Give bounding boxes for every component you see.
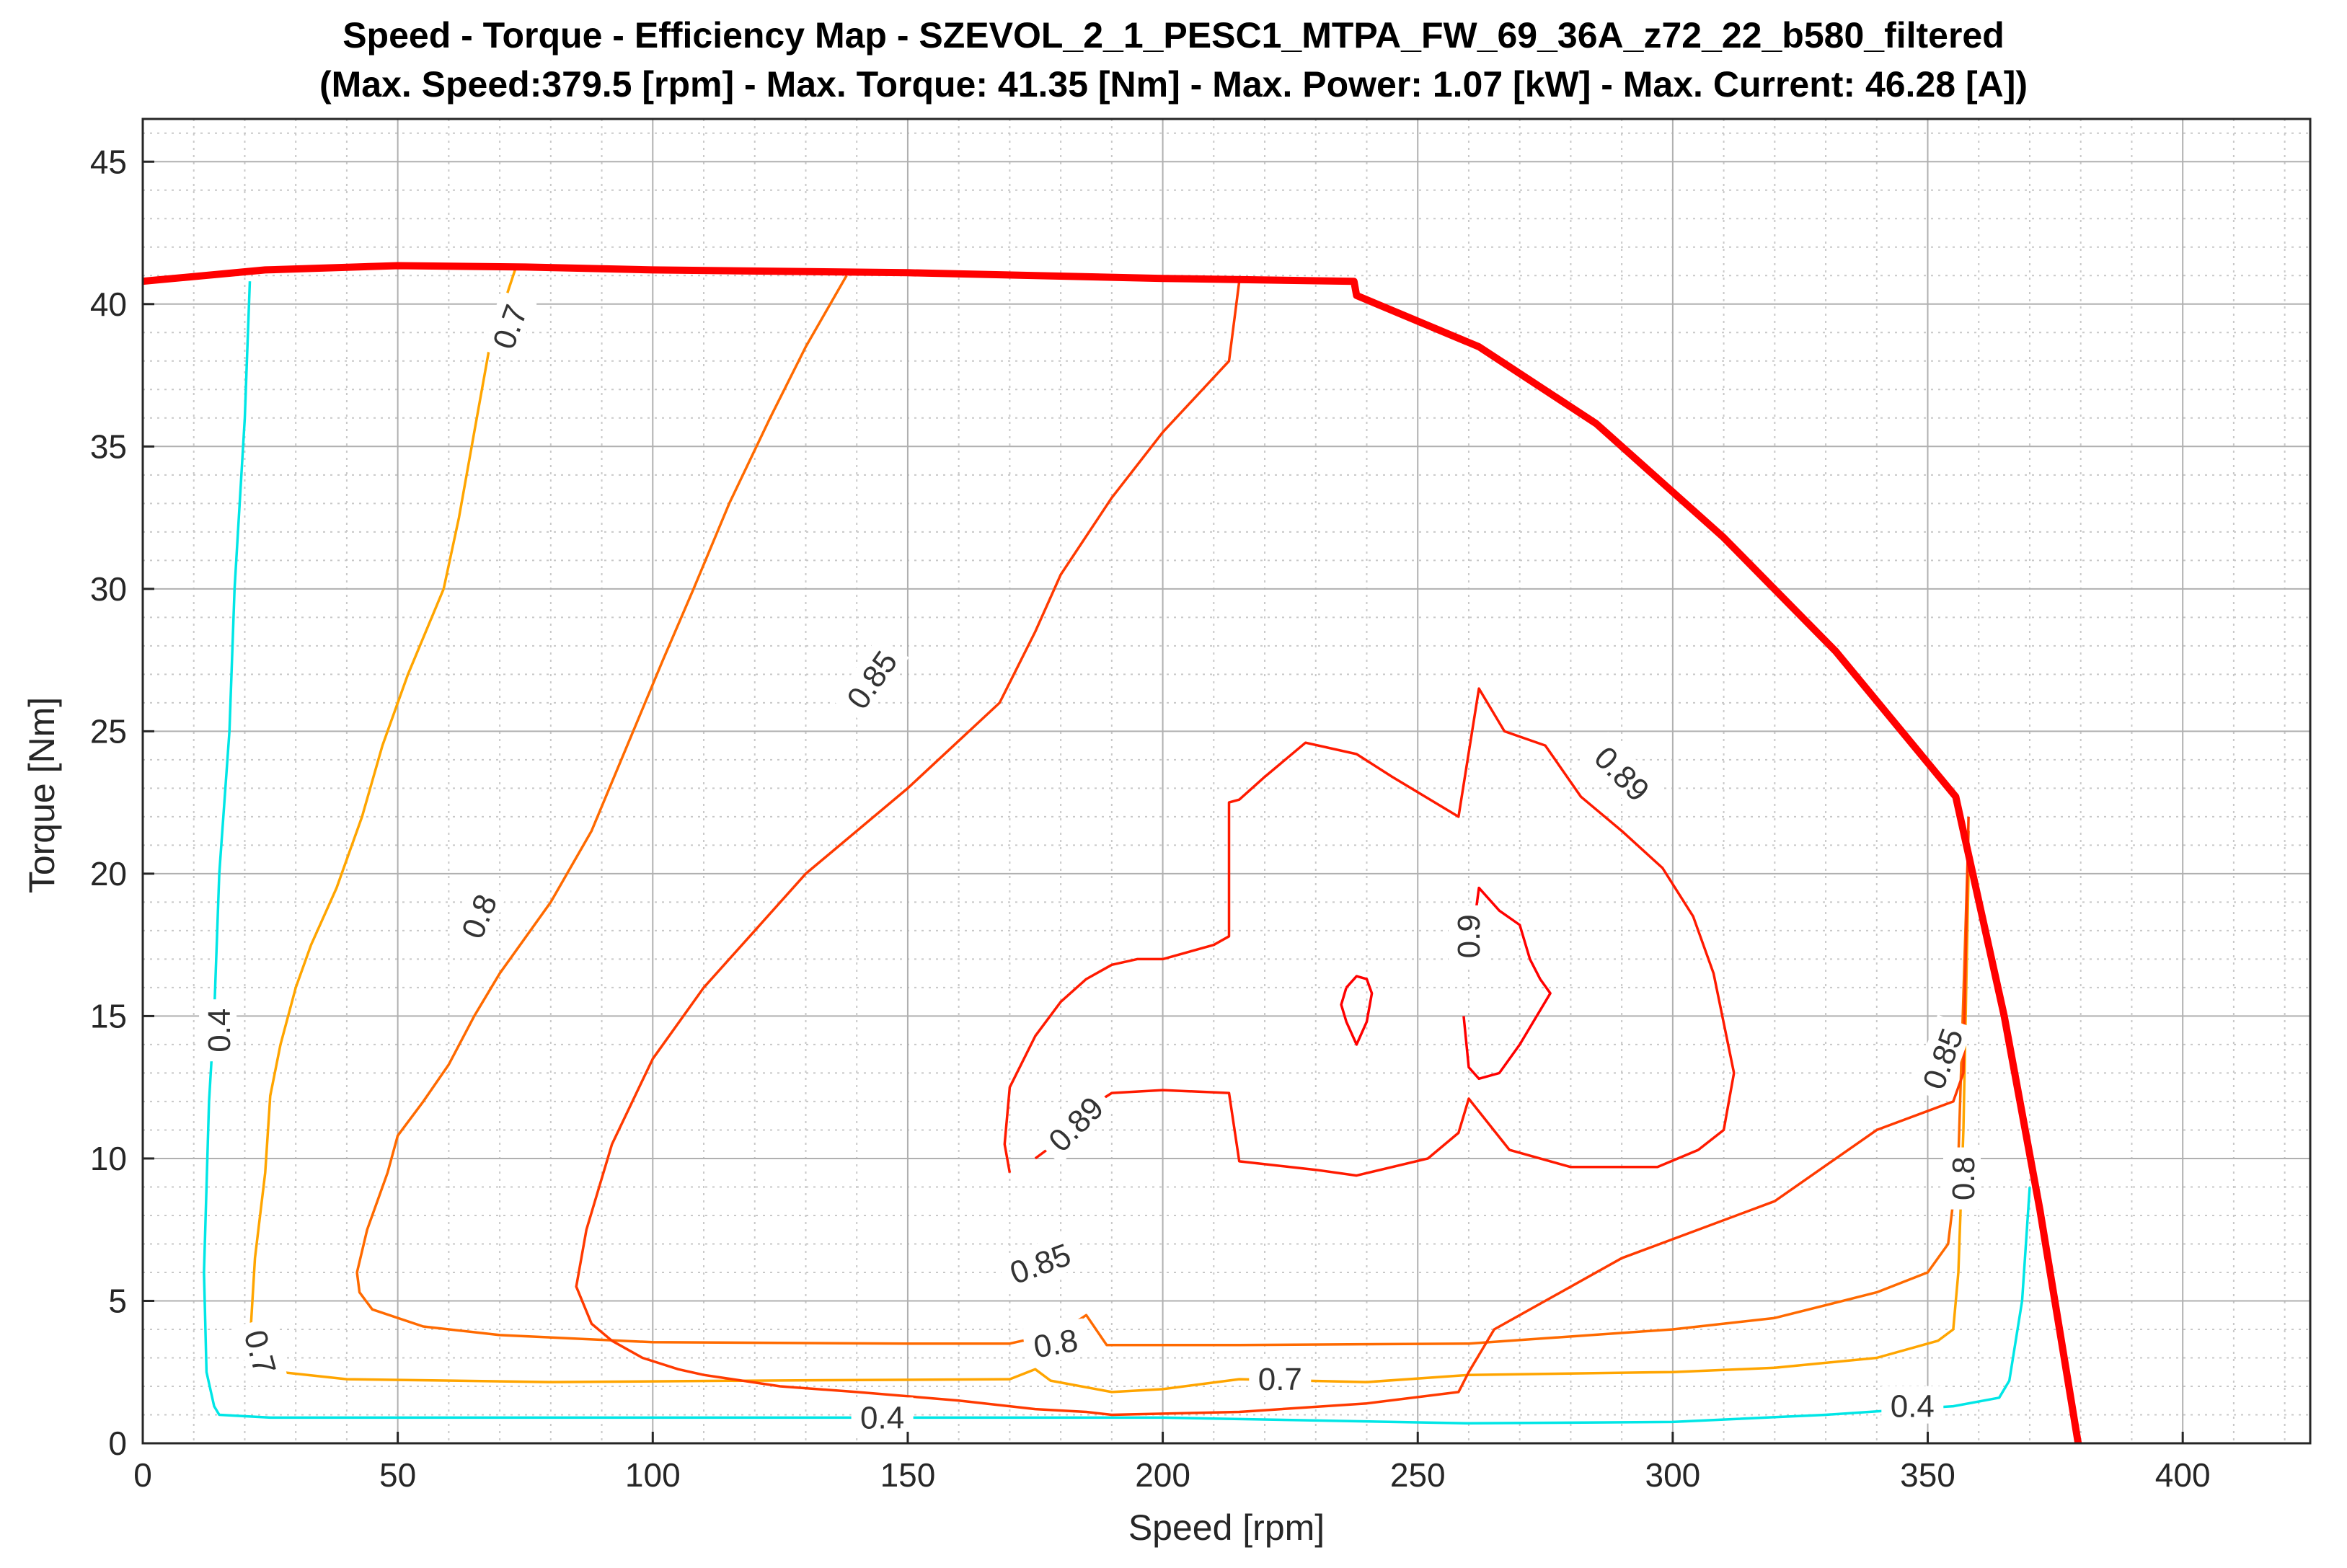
torque-envelope-line	[143, 262, 2082, 1443]
x-tick-label: 400	[2155, 1456, 2211, 1494]
y-tick-label: 10	[90, 1140, 127, 1177]
minor-grid	[143, 119, 2310, 1443]
chart-title: Speed - Torque - Efficiency Map - SZEVOL…	[342, 15, 2005, 56]
contour-lines	[203, 269, 2031, 1425]
contour-label-group: 0.9	[1449, 905, 1487, 967]
contour-label: 0.8	[1031, 1323, 1081, 1365]
y-tick-label: 20	[90, 855, 127, 892]
y-tick-label: 5	[108, 1282, 127, 1319]
plot-frame	[141, 118, 2312, 1445]
y-tick-label: 0	[108, 1425, 127, 1462]
y-tick-label: 25	[90, 712, 127, 750]
x-tick-label: 350	[1900, 1456, 1955, 1494]
contour-label: 0.7	[1258, 1362, 1302, 1397]
contour-line-0.4	[203, 281, 2031, 1425]
contour-line-0.7	[280, 873, 1970, 1394]
contour-label: 0.9	[1451, 914, 1487, 958]
contour-line-0.9	[1462, 886, 1552, 1081]
contour-label-group: 0.8	[1021, 1318, 1089, 1366]
contour-label: 0.4	[202, 1009, 237, 1053]
y-axis-label: Torque [Nm]	[22, 696, 62, 894]
contour-label-bg	[1449, 905, 1486, 967]
contour-label-bg	[199, 999, 237, 1062]
y-tick-label: 45	[90, 143, 127, 180]
x-tick-label: 150	[880, 1456, 936, 1494]
y-tick-label: 30	[90, 570, 127, 608]
contour-label-group: 0.8	[1943, 1147, 1981, 1210]
contour-label-bg	[1943, 1147, 1981, 1210]
contour-label-bg	[1021, 1318, 1089, 1366]
contour-label-bg	[851, 1397, 914, 1435]
y-tick-label: 15	[90, 997, 127, 1035]
y-tick-label: 40	[90, 285, 127, 323]
contour-label-bg	[235, 1316, 288, 1387]
x-tick-label: 250	[1390, 1456, 1446, 1494]
contour-label-bg	[832, 636, 909, 723]
x-axis-label: Speed [rpm]	[1128, 1507, 1325, 1548]
x-tick-label: 0	[133, 1456, 152, 1494]
contour-label-group: 0.4	[199, 999, 237, 1062]
contour-line-0.85	[575, 280, 1970, 1417]
contour-labels: 0.7 0.4 0.7 0.4 0.8 0.85 0.89 0.9 0.89 0.85 0.8 0.7…	[199, 291, 1981, 1435]
contour-label-bg	[448, 880, 508, 952]
contour-label-bg	[1910, 1014, 1973, 1102]
contour-label-bg	[1581, 731, 1664, 815]
chart-subtitle: (Max. Speed:379.5 [rpm] - Max. Torque: 4…	[319, 64, 2028, 105]
contour-label-group: 0.89	[1033, 1081, 1117, 1165]
y-axis-ticks: 0 5 10 15 20 25 30 35 40 45	[90, 143, 154, 1462]
contour-label: 0.4	[1891, 1389, 1935, 1425]
contour-label-group: 0.7	[480, 291, 537, 363]
contour-label-bg	[996, 1231, 1084, 1294]
contour-line-0.9	[1340, 975, 1374, 1046]
contour-label-group: 0.85	[996, 1231, 1084, 1294]
x-tick-label: 100	[625, 1456, 681, 1494]
contour-line-0.8	[355, 275, 1970, 1347]
contour-label-group: 0.7	[235, 1316, 288, 1387]
torque-envelope	[143, 262, 2082, 1443]
y-tick-label: 35	[90, 428, 127, 465]
contour-label-bg	[480, 291, 537, 363]
contour-label: 0.85	[1005, 1237, 1075, 1291]
contour-label-bg	[1249, 1359, 1312, 1397]
contour-label-bg	[1033, 1081, 1117, 1165]
x-tick-label: 200	[1135, 1456, 1190, 1494]
contour-label-group: 0.4	[1881, 1386, 1944, 1425]
contour-label-group: 0.89	[1581, 731, 1664, 815]
x-tick-label: 50	[379, 1456, 416, 1494]
contour-label-group: 0.8	[448, 880, 508, 952]
contour-label-group: 0.7	[1249, 1359, 1312, 1397]
x-axis-ticks: 0 50 100 150 200 250 300 350 400	[133, 1432, 2211, 1494]
x-tick-label: 300	[1645, 1456, 1701, 1494]
contour-label: 0.4	[860, 1400, 904, 1435]
contour-label: 0.8	[1946, 1156, 1981, 1200]
contour-line-0.7	[248, 269, 516, 1344]
contour-label-group: 0.4	[851, 1397, 914, 1435]
contour-label-bg	[1881, 1386, 1944, 1424]
contour-line-0.89	[1003, 687, 1736, 1177]
contour-label-group: 0.85	[832, 636, 909, 723]
